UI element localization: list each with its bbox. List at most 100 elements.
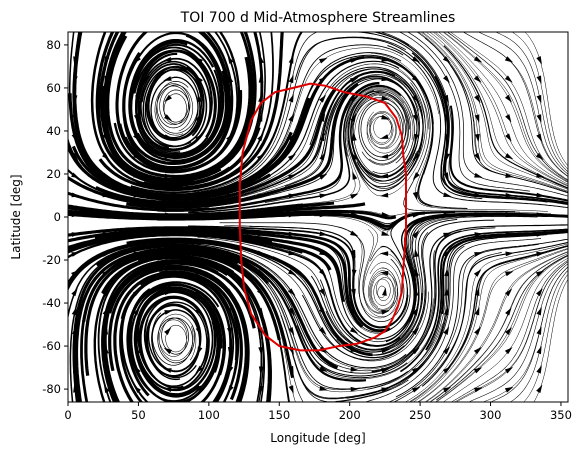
streamline bbox=[435, 255, 568, 402]
stream-arrowhead bbox=[381, 310, 390, 315]
stream-arrowhead bbox=[227, 55, 234, 64]
stream-arrowhead bbox=[258, 93, 263, 103]
stream-arrowhead bbox=[102, 252, 111, 257]
streamline bbox=[205, 253, 296, 402]
stream-arrowhead bbox=[504, 288, 513, 297]
stream-arrowhead bbox=[133, 271, 142, 277]
stream-arrowhead bbox=[227, 93, 233, 102]
stream-arrowhead bbox=[442, 366, 451, 374]
stream-arrowhead bbox=[474, 94, 481, 103]
stream-arrowhead bbox=[134, 326, 139, 335]
stream-arrowhead bbox=[505, 114, 512, 123]
stream-arrowhead bbox=[536, 56, 542, 65]
y-tick-label: 20 bbox=[46, 167, 61, 181]
streamline bbox=[98, 32, 284, 192]
streamline bbox=[482, 266, 568, 402]
stream-arrowhead bbox=[287, 288, 296, 296]
stream-arrowhead bbox=[288, 307, 295, 316]
streamline bbox=[443, 45, 568, 189]
streamline bbox=[405, 212, 568, 229]
stream-arrowhead bbox=[443, 75, 450, 84]
stream-arrowhead bbox=[318, 76, 327, 84]
streamline bbox=[135, 32, 274, 190]
stream-arrowhead bbox=[350, 58, 359, 63]
stream-arrowhead bbox=[505, 192, 514, 198]
stream-arrowhead bbox=[195, 288, 204, 295]
x-tick-label: 300 bbox=[480, 408, 502, 422]
stream-arrowhead bbox=[319, 250, 328, 256]
stream-arrowhead bbox=[194, 385, 203, 392]
stream-arrowhead bbox=[133, 114, 139, 123]
streamline bbox=[434, 32, 568, 186]
stream-arrowhead bbox=[350, 249, 356, 259]
stream-arrowhead bbox=[350, 347, 359, 352]
stream-arrowhead bbox=[72, 364, 78, 374]
streamline bbox=[120, 275, 233, 402]
stream-arrowhead bbox=[444, 114, 449, 123]
stream-arrowhead bbox=[226, 212, 235, 218]
stream-arrowhead bbox=[444, 287, 450, 296]
stream-arrowhead bbox=[474, 232, 483, 237]
stream-arrowhead bbox=[379, 251, 389, 257]
stream-arrowhead bbox=[504, 56, 514, 63]
stream-arrowhead bbox=[445, 153, 450, 162]
streamline bbox=[424, 251, 568, 402]
stream-arrowhead bbox=[164, 327, 172, 336]
stream-arrowhead bbox=[71, 288, 78, 297]
stream-arrowhead bbox=[349, 95, 358, 103]
streamline bbox=[443, 32, 568, 183]
streamline bbox=[509, 269, 568, 402]
stream-arrowhead bbox=[535, 270, 545, 277]
streamline bbox=[411, 52, 568, 206]
streamline bbox=[450, 260, 568, 402]
stream-arrowhead bbox=[195, 231, 204, 237]
stream-arrowhead bbox=[133, 212, 143, 218]
stream-arrowhead bbox=[536, 172, 545, 178]
x-tick-label: 350 bbox=[550, 408, 572, 422]
stream-arrowhead bbox=[71, 172, 80, 179]
stream-arrowhead bbox=[536, 94, 542, 104]
stream-arrowhead bbox=[195, 155, 204, 161]
streamline bbox=[523, 273, 568, 402]
red-contour bbox=[238, 82, 407, 352]
streamline bbox=[429, 253, 568, 402]
stream-arrowhead bbox=[381, 231, 390, 236]
stream-arrowhead bbox=[382, 287, 387, 296]
stream-arrowhead bbox=[135, 345, 141, 355]
stream-arrowhead bbox=[352, 132, 357, 141]
stream-arrowhead bbox=[411, 56, 421, 63]
streamline bbox=[425, 229, 568, 351]
stream-arrowhead bbox=[473, 269, 482, 277]
stream-arrowhead bbox=[288, 212, 297, 218]
stream-arrowhead bbox=[350, 77, 359, 83]
stream-arrowhead bbox=[319, 386, 328, 391]
stream-arrowhead bbox=[133, 172, 142, 178]
stream-arrowhead bbox=[536, 384, 543, 394]
stream-arrowhead bbox=[443, 249, 450, 258]
stream-arrowhead bbox=[103, 326, 109, 335]
streamline bbox=[436, 254, 568, 401]
stream-arrowhead bbox=[381, 212, 390, 217]
stream-arrowhead bbox=[102, 133, 109, 142]
y-axis-ticks: -80 -60 -40 -20 0 20 40 60 80 bbox=[42, 38, 68, 396]
y-tick-label: -20 bbox=[42, 253, 61, 267]
streamline bbox=[367, 230, 568, 390]
streamline bbox=[126, 282, 226, 402]
stream-arrows bbox=[71, 55, 545, 394]
stream-arrowhead bbox=[319, 132, 325, 142]
stream-arrowhead bbox=[103, 95, 109, 104]
streamline bbox=[440, 230, 568, 315]
stream-arrowhead bbox=[227, 385, 234, 394]
streamline bbox=[446, 32, 568, 182]
stream-arrowhead bbox=[504, 347, 513, 355]
stream-arrowhead bbox=[319, 94, 327, 103]
streamline bbox=[468, 263, 568, 402]
stream-arrowhead bbox=[288, 385, 294, 394]
stream-arrowhead bbox=[379, 270, 389, 276]
stream-arrowhead bbox=[379, 192, 389, 198]
streamline bbox=[425, 251, 568, 402]
stream-arrowhead bbox=[414, 248, 419, 258]
streamline bbox=[424, 37, 568, 194]
stream-arrowhead bbox=[226, 269, 235, 275]
stream-arrowhead bbox=[474, 287, 480, 296]
